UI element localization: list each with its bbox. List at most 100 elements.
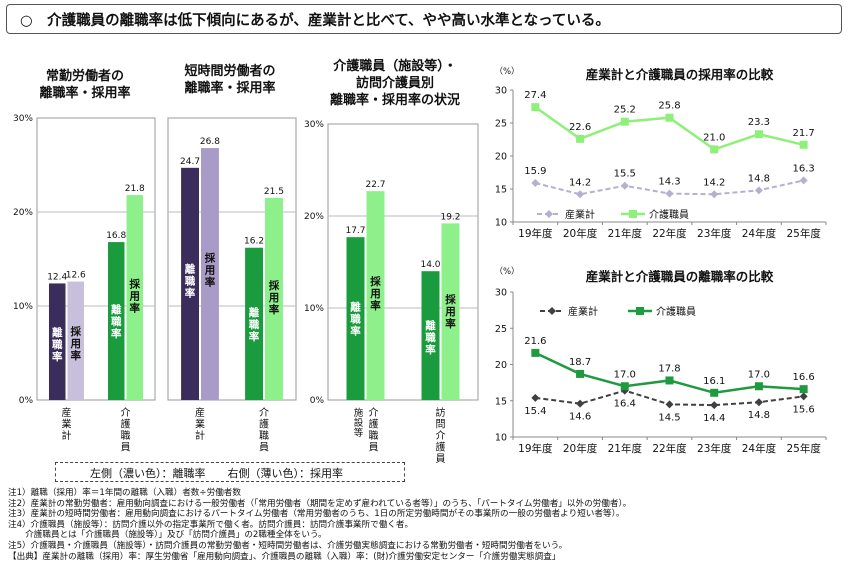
- source-note: 【出典】産業計の離職（採用）率：厚生労働省「雇用動向調査」、介護職員の離職（入職…: [8, 551, 561, 562]
- svg-text:採: 採: [370, 275, 381, 288]
- y-tick-label: 10: [495, 218, 507, 229]
- svg-text:離: 離: [350, 300, 361, 313]
- y-tick-label: 20: [495, 360, 507, 371]
- y-tick-label: 25: [495, 324, 507, 335]
- bar-hiring: [201, 148, 219, 400]
- bar-inner-label: 採用率: [369, 275, 381, 312]
- bar-inner-label: 採用率: [268, 279, 280, 316]
- x-tick-label: 19年度: [518, 227, 553, 240]
- y-tick-label: 15: [495, 185, 507, 196]
- data-label: 21.5: [264, 187, 284, 197]
- line-chart-title: 産業計と介護職員の離職率の比較: [586, 269, 774, 284]
- svg-text:採: 採: [205, 251, 216, 264]
- svg-text:離: 離: [111, 303, 122, 316]
- svg-text:護: 護: [369, 418, 379, 431]
- data-label: 17.0: [748, 369, 770, 380]
- point-care: [710, 145, 719, 154]
- svg-text:採: 採: [71, 325, 82, 338]
- data-label: 16.4: [614, 399, 636, 410]
- data-label: 16.1: [703, 376, 725, 387]
- y-tick-label: 15: [495, 396, 507, 407]
- svg-text:職: 職: [259, 430, 269, 442]
- x-tick-label: 22年度: [652, 227, 687, 240]
- category-label: 産業計: [195, 406, 205, 442]
- svg-text:業: 業: [62, 418, 72, 431]
- svg-text:率: 率: [205, 275, 216, 288]
- line-chart-title: 産業計と介護職員の採用率の比較: [586, 67, 774, 82]
- point-care: [531, 348, 540, 357]
- svg-text:率: 率: [185, 286, 196, 299]
- data-label: 21.0: [703, 132, 725, 143]
- data-label: 18.7: [569, 357, 591, 368]
- svg-text:護: 護: [121, 418, 131, 431]
- data-label: 16.8: [106, 231, 126, 241]
- svg-text:職: 職: [111, 315, 122, 328]
- point-industry: [576, 399, 585, 408]
- footnote: 介護職員とは「介護職員（施設等）」及び「訪問介護員」の2職種全体をいう。: [8, 530, 327, 541]
- bar-hiring: [126, 195, 144, 400]
- svg-text:員: 員: [259, 442, 269, 454]
- svg-text:率: 率: [111, 327, 122, 340]
- svg-text:離: 離: [249, 306, 260, 319]
- data-label: 17.7: [345, 226, 365, 236]
- page-title: ○ 介護職員の離職率は低下傾向にあるが、産業計と比べて、やや高い水準となっている…: [20, 13, 610, 29]
- data-label: 15.6: [793, 404, 815, 415]
- bar-inner-label: 離職率: [52, 326, 63, 363]
- svg-text:職: 職: [249, 318, 260, 331]
- bar-inner-label: 離職率: [425, 319, 436, 356]
- svg-text:業: 業: [195, 418, 205, 431]
- bar-hiring: [265, 197, 283, 400]
- y-tick-label: 30%: [304, 120, 324, 130]
- svg-text:率: 率: [445, 317, 456, 330]
- svg-text:員: 員: [121, 442, 131, 454]
- y-tick-label: 30: [495, 86, 507, 97]
- data-label: 23.3: [748, 117, 770, 128]
- bar-turnover: [107, 242, 125, 400]
- data-label: 14.3: [658, 177, 680, 188]
- data-label: 16.6: [793, 372, 815, 383]
- svg-text:用: 用: [129, 290, 141, 302]
- x-tick-label: 21年度: [608, 227, 643, 240]
- point-care: [665, 376, 674, 385]
- svg-text:率: 率: [71, 349, 82, 362]
- y-tick-label: 25: [495, 119, 507, 130]
- svg-text:介: 介: [259, 407, 269, 419]
- point-industry: [665, 189, 674, 198]
- svg-text:職: 職: [350, 312, 361, 325]
- svg-text:用: 用: [70, 338, 82, 350]
- x-tick-label: 23年度: [697, 442, 732, 455]
- data-label: 19.2: [440, 212, 460, 222]
- svg-text:介: 介: [436, 430, 446, 442]
- x-tick-label: 20年度: [563, 227, 598, 240]
- svg-text:率: 率: [249, 330, 260, 343]
- svg-text:率: 率: [370, 299, 381, 312]
- point-care: [576, 369, 585, 378]
- footnote: 注4）介護職員（施設等）：訪問介護以外の指定事業所で働く者。訪問介護員：訪問介護…: [8, 519, 414, 530]
- data-label: 21.6: [524, 336, 546, 347]
- svg-text:計: 計: [195, 429, 205, 442]
- point-industry: [620, 181, 629, 190]
- point-care: [754, 130, 763, 139]
- svg-text:採: 採: [269, 279, 280, 292]
- svg-text:設: 設: [354, 417, 364, 429]
- svg-text:採: 採: [445, 293, 456, 306]
- point-industry: [754, 186, 763, 195]
- legend-industry-marker: [548, 307, 556, 315]
- data-label: 14.4: [703, 413, 725, 424]
- chart3-title: 介護職員（施設等）・ 訪問介護員別 離職率・採用率の状況: [329, 59, 460, 108]
- bar-turnover: [346, 237, 365, 400]
- svg-text:率: 率: [130, 301, 141, 314]
- data-label: 17.0: [614, 369, 636, 380]
- svg-text:職: 職: [185, 274, 196, 287]
- data-label: 27.4: [524, 90, 546, 101]
- legend-industry-label: 産業計: [565, 208, 595, 221]
- footnotes: 注1）離職（採用）率＝1年間の離職（入職）者数÷労働者数 注2）産業計の常勤労働…: [8, 488, 631, 562]
- footnote: 注3）産業計の短時間労働者：雇用動向調査におけるパートタイム労働者（常用労働者の…: [8, 509, 625, 520]
- svg-text:員: 員: [369, 442, 379, 454]
- svg-text:等: 等: [354, 427, 364, 439]
- svg-text:介: 介: [369, 407, 379, 419]
- svg-text:離: 離: [185, 262, 196, 275]
- svg-text:率: 率: [350, 324, 361, 337]
- data-label: 15.4: [524, 406, 546, 417]
- svg-text:員: 員: [436, 453, 446, 465]
